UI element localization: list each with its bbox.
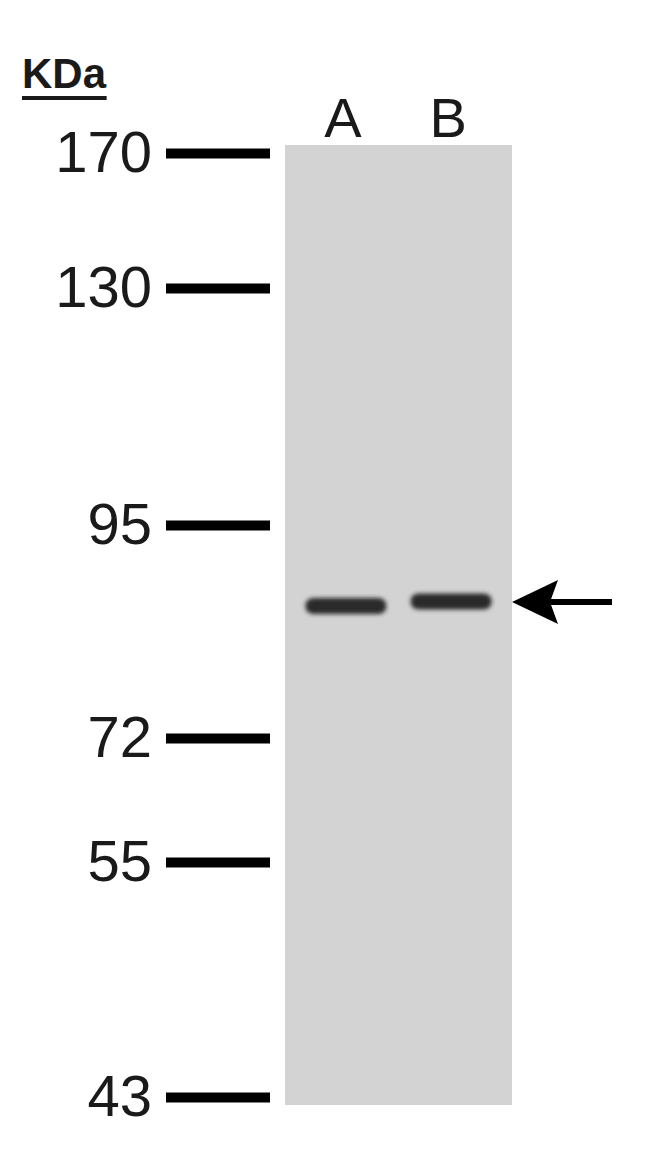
tick: 130 xyxy=(55,254,270,319)
tick-label: 43 xyxy=(87,1063,152,1128)
gel xyxy=(285,145,512,1105)
marker-bar xyxy=(166,1093,270,1103)
axis-line xyxy=(270,154,271,1098)
figure: AB17013095725543KDa xyxy=(0,0,650,1169)
unit-underline xyxy=(22,96,107,100)
marker-bar xyxy=(166,284,270,294)
band xyxy=(411,593,492,609)
arrow xyxy=(512,580,612,624)
marker-bar xyxy=(166,734,270,744)
marker-bar xyxy=(166,858,270,868)
tick: 72 xyxy=(87,704,270,769)
tick-label: 95 xyxy=(87,491,152,556)
tick-label: 72 xyxy=(87,704,152,769)
tick-label: 130 xyxy=(55,254,152,319)
tick: 95 xyxy=(87,491,270,556)
marker-axis: 170 130 95 72 55 43 xyxy=(55,119,270,1128)
marker-bar xyxy=(166,521,270,531)
band xyxy=(305,598,386,614)
tick: 43 xyxy=(87,1063,270,1128)
marker-bar xyxy=(166,149,270,159)
tick-label: 170 xyxy=(55,119,152,184)
lane-labels: AB xyxy=(324,86,467,149)
plot-area xyxy=(305,593,491,613)
tick-label: 55 xyxy=(87,828,152,893)
lane-label: A xyxy=(324,86,362,149)
arrow-shaft xyxy=(548,599,612,605)
lane-label: B xyxy=(429,86,466,149)
tick: 55 xyxy=(87,828,270,893)
tick: 170 xyxy=(55,119,270,184)
arrow-head xyxy=(512,580,558,624)
unit-label: KDa xyxy=(22,50,107,97)
